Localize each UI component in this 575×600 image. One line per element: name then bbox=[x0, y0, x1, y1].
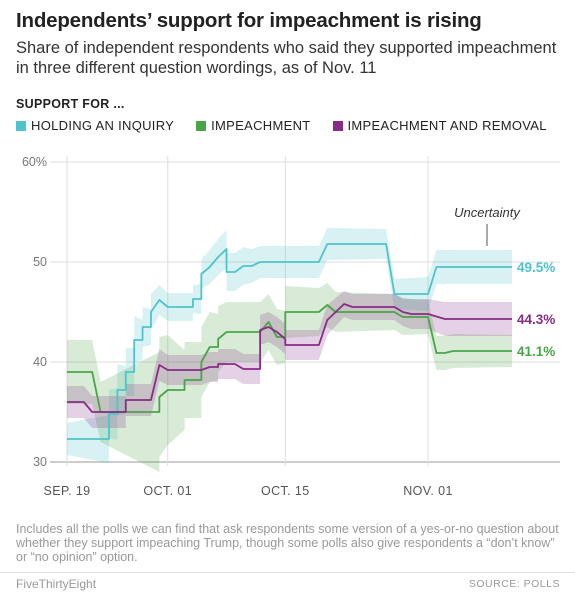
legend-heading: SUPPORT FOR ... bbox=[16, 97, 125, 111]
end-label-removal: 44.3% bbox=[517, 312, 555, 327]
legend-label-impeachment: IMPEACHMENT bbox=[211, 118, 311, 133]
legend-label-inquiry: HOLDING AN INQUIRY bbox=[31, 118, 175, 133]
legend-label-removal: IMPEACHMENT AND REMOVAL bbox=[347, 118, 547, 133]
source-credit: SOURCE: POLLS bbox=[468, 578, 560, 590]
brand-credit: FiveThirtyEight bbox=[16, 577, 97, 591]
uncertainty-bands bbox=[67, 228, 512, 472]
end-label-impeachment: 41.1% bbox=[517, 344, 555, 359]
x-tick-label: OCT. 15 bbox=[261, 484, 310, 498]
legend-swatch-removal bbox=[332, 120, 343, 131]
y-tick-label: 50 bbox=[33, 255, 47, 269]
series-line-removal bbox=[67, 303, 512, 413]
legend-swatch-impeachment bbox=[196, 120, 207, 131]
chart-subtitle: Share of independent respondents who sai… bbox=[16, 39, 557, 77]
legend: HOLDING AN INQUIRY IMPEACHMENT IMPEACHME… bbox=[16, 118, 569, 133]
uncertainty-band-impeachment bbox=[67, 283, 512, 472]
legend-item-inquiry: HOLDING AN INQUIRY bbox=[16, 118, 174, 133]
legend-item-removal: IMPEACHMENT AND REMOVAL bbox=[332, 118, 547, 133]
y-tick-label: 40 bbox=[33, 355, 47, 369]
legend-item-impeachment: IMPEACHMENT bbox=[196, 118, 310, 133]
end-label-inquiry: 49.5% bbox=[517, 260, 555, 275]
line-chart: 60% 50 40 30 SEP. 19 OCT. 01 OCT. 15 NOV. 01 49.… bbox=[22, 155, 560, 498]
labels-layer: 60% 50 40 30 SEP. 19 OCT. 01 OCT. 15 NOV. 01 49.… bbox=[22, 155, 555, 498]
footnote: Includes all the polls we can find that … bbox=[16, 522, 559, 564]
footer-divider bbox=[0, 572, 575, 573]
series-lines bbox=[67, 243, 512, 440]
series-line-inquiry bbox=[67, 243, 512, 440]
x-tick-label: NOV. 01 bbox=[403, 484, 453, 498]
uncertainty-annotation: Uncertainty bbox=[454, 205, 521, 220]
chart-title: Independents’ support for impeachment is… bbox=[16, 9, 482, 32]
uncertainty-band-inquiry bbox=[67, 228, 512, 463]
y-tick-label: 30 bbox=[33, 455, 47, 469]
y-tick-label: 60% bbox=[22, 155, 47, 169]
x-tick-label: OCT. 01 bbox=[143, 484, 192, 498]
uncertainty-band-removal bbox=[67, 291, 512, 428]
legend-swatch-inquiry bbox=[16, 120, 26, 131]
x-tick-label: SEP. 19 bbox=[43, 484, 90, 498]
